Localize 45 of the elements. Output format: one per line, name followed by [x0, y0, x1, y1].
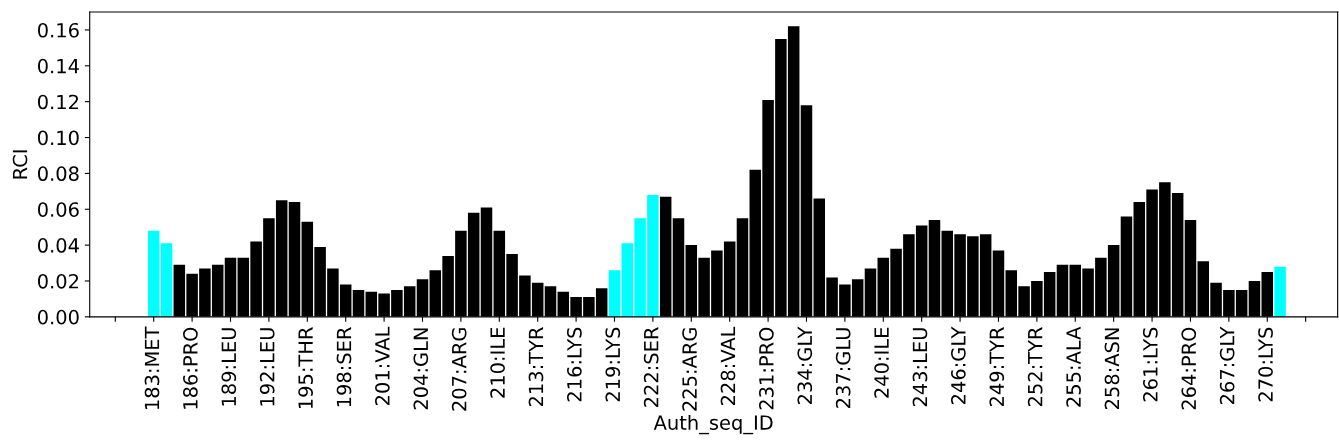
- x-tick-label: 207:ARG: [451, 328, 467, 411]
- x-tick-label: 240:ILE: [874, 327, 889, 398]
- x-tick-label: 183:MET: [144, 326, 160, 410]
- y-tick-label: 0.04: [37, 238, 79, 253]
- y-axis-title: RCI: [12, 150, 28, 179]
- x-tick-label: 222:SER: [643, 327, 659, 407]
- x-tick-label: 201:VAL: [375, 326, 390, 405]
- x-tick-label: 237:GLU: [835, 328, 851, 408]
- x-tick-label: 267:GLY: [1219, 326, 1235, 404]
- x-tick-label: 219:LYS: [605, 327, 621, 402]
- bar: [608, 270, 621, 317]
- y-tick-label: 0.10: [37, 130, 79, 146]
- x-tick-label: 258:ASN: [1104, 328, 1120, 409]
- y-tick-label: 0.12: [37, 94, 79, 110]
- x-tick-label: 195:THR: [298, 327, 313, 409]
- x-tick-label: 216:LYS: [567, 327, 582, 402]
- x-tick-label: 210:ILE: [490, 327, 505, 398]
- x-tick-label: 198:SER: [336, 327, 352, 407]
- y-tick-label: 0.02: [37, 273, 79, 289]
- y-tick-label: 0.16: [37, 22, 79, 38]
- bar: [1274, 266, 1286, 317]
- x-tick-label: 192:LEU: [259, 328, 275, 406]
- y-tick-label: 0.14: [37, 58, 79, 74]
- x-tick-label: 186:PRO: [183, 327, 198, 409]
- x-tick-label: 264:PRO: [1181, 327, 1197, 410]
- x-tick-label: 261:LYS: [1143, 327, 1158, 402]
- x-tick-label: 231:PRO: [759, 327, 774, 410]
- x-tick-label: 234:GLY: [797, 326, 813, 404]
- y-tick-label: 0.08: [37, 166, 79, 182]
- x-tick-label: 213:TYR: [528, 327, 544, 407]
- x-tick-label: 228:VAL: [720, 326, 736, 405]
- x-tick-label: 246:GLY: [951, 326, 966, 404]
- bar: [160, 243, 173, 317]
- x-tick-label: 252:TYR: [1027, 327, 1043, 407]
- y-tick-label: 0.00: [37, 309, 79, 325]
- x-axis-title: Auth_seq_ID: [653, 414, 773, 435]
- y-tick-label: 0.06: [37, 202, 79, 217]
- x-tick-label: 204:GLN: [413, 328, 429, 410]
- x-tick-label: 249:TYR: [989, 327, 1005, 407]
- x-tick-label: 270:LYS: [1258, 327, 1273, 402]
- x-tick-label: 225:ARG: [682, 328, 697, 411]
- x-tick-label: 255:ALA: [1066, 326, 1081, 407]
- x-tick-label: 189:LEU: [221, 328, 237, 406]
- bar: [147, 230, 160, 317]
- x-tick-label: 243:LEU: [912, 328, 928, 407]
